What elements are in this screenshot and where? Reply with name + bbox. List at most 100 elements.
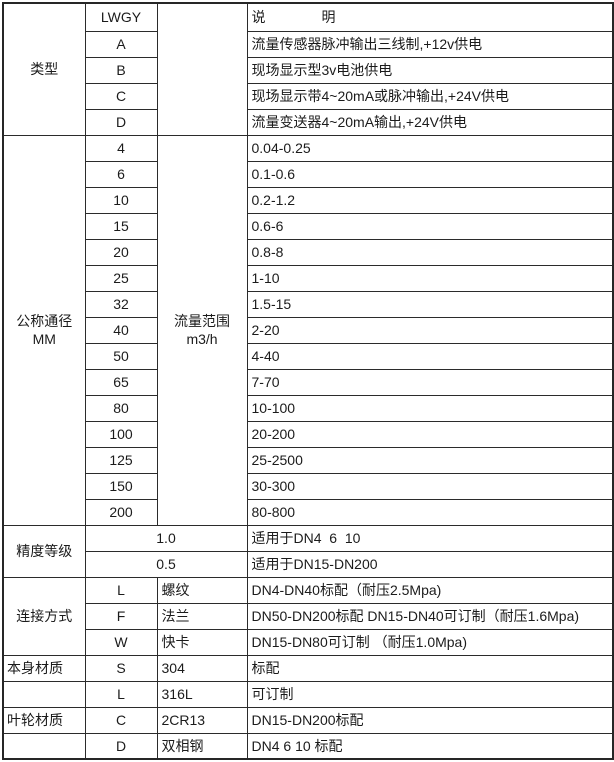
empty-cell (2, 680, 86, 708)
range-cell: 0.04-0.25 (246, 134, 614, 162)
accuracy-desc-cell: 适用于DN15-DN200 (246, 550, 614, 578)
connection-name-cell: 快卡 (156, 628, 248, 656)
table-row: F 法兰 DN50-DN200标配 DN15-DN40可订制（耐压1.6Mpa) (3, 602, 614, 630)
table-row: D 双相钢 DN4 6 10 标配 (2, 732, 614, 760)
table-row: 10 0.2-1.2 (3, 186, 614, 214)
range-cell: 20-200 (246, 420, 614, 448)
range-cell: 0.8-8 (246, 238, 614, 266)
flow-range-header: 流量范围 m3/h (156, 134, 248, 526)
size-cell: 6 (84, 160, 158, 188)
table-row: C 现场显示带4~20mA或脉冲输出,+24V供电 (3, 82, 614, 110)
table-row: 叶轮材质 C 2CR13 DN15-DN200标配 (2, 706, 614, 734)
type-code-cell: D (84, 108, 158, 136)
impeller-material-name-cell: 双相钢 (156, 732, 248, 760)
range-cell: 30-300 (246, 472, 614, 500)
table-row: W 快卡 DN15-DN80可订制 （耐压1.0Mpa) (3, 628, 614, 656)
table-row: 100 20-200 (3, 420, 614, 448)
type-desc-cell: 现场显示带4~20mA或脉冲输出,+24V供电 (246, 82, 614, 110)
impeller-material-code-cell: D (84, 732, 158, 760)
size-cell: 125 (84, 446, 158, 474)
type-code-cell: C (84, 82, 158, 110)
connection-code-cell: W (84, 628, 158, 656)
size-cell: 15 (84, 212, 158, 240)
type-code-cell: B (84, 56, 158, 84)
size-cell: 65 (84, 368, 158, 396)
table-row: 6 0.1-0.6 (3, 160, 614, 188)
table-row: 40 2-20 (3, 316, 614, 344)
type-desc-cell: 流量变送器4~20mA输出,+24V供电 (246, 108, 614, 136)
table-row: D 流量变送器4~20mA输出,+24V供电 (3, 108, 614, 136)
empty-cell (2, 732, 86, 760)
range-cell: 0.1-0.6 (246, 160, 614, 188)
table-row: 125 25-2500 (3, 446, 614, 474)
range-cell: 10-100 (246, 394, 614, 422)
size-cell: 32 (84, 290, 158, 318)
range-cell: 7-70 (246, 368, 614, 396)
table-row: 25 1-10 (3, 264, 614, 292)
connection-desc-cell: DN4-DN40标配（耐压2.5Mpa) (246, 576, 614, 604)
accuracy-value-cell: 1.0 (84, 524, 248, 552)
connection-desc-cell: DN15-DN80可订制 （耐压1.0Mpa) (246, 628, 614, 656)
body-material-code-cell: L (84, 680, 158, 708)
size-cell: 40 (84, 316, 158, 344)
range-cell: 2-20 (246, 316, 614, 344)
description-header: 说 明 (246, 2, 614, 32)
table-row: 15 0.6-6 (3, 212, 614, 240)
table-row: 65 7-70 (3, 368, 614, 396)
table-row: 200 80-800 (3, 498, 614, 526)
type-desc-cell: 现场显示型3v电池供电 (246, 56, 614, 84)
range-cell: 1.5-15 (246, 290, 614, 318)
size-cell: 50 (84, 342, 158, 370)
body-material-code-cell: S (84, 654, 158, 682)
impeller-material-desc-cell: DN15-DN200标配 (246, 706, 614, 734)
size-cell: 25 (84, 264, 158, 292)
size-cell: 100 (84, 420, 158, 448)
range-cell: 4-40 (246, 342, 614, 370)
size-cell: 4 (84, 134, 158, 162)
table-row: 本身材质 S 304 标配 (2, 654, 614, 682)
type-desc-cell: 流量传感器脉冲输出三线制,+12v供电 (246, 30, 614, 58)
impeller-material-desc-cell: DN4 6 10 标配 (246, 732, 614, 760)
model-code-header: LWGY (84, 2, 158, 32)
range-cell: 0.6-6 (246, 212, 614, 240)
body-material-desc-cell: 标配 (246, 654, 614, 682)
accuracy-section-label: 精度等级 (2, 524, 86, 578)
body-material-desc-cell: 可订制 (246, 680, 614, 708)
connection-desc-cell: DN50-DN200标配 DN15-DN40可订制（耐压1.6Mpa) (246, 602, 614, 630)
table-row: 50 4-40 (3, 342, 614, 370)
table-row: 精度等级 1.0 适用于DN4 6 10 (2, 524, 614, 578)
body-material-section-label: 本身材质 (2, 654, 86, 682)
spacer-cell (156, 2, 248, 136)
table-row: 0.5 适用于DN15-DN200 (3, 550, 614, 578)
table-row: 20 0.8-8 (3, 238, 614, 266)
connection-name-cell: 螺纹 (156, 576, 248, 604)
table-row: B 现场显示型3v电池供电 (3, 56, 614, 84)
table-row: 公称通径 MM 4 流量范围 m3/h 0.04-0.25 (2, 134, 614, 526)
range-cell: 0.2-1.2 (246, 186, 614, 214)
connection-name-cell: 法兰 (156, 602, 248, 630)
table-row: A 流量传感器脉冲输出三线制,+12v供电 (3, 30, 614, 58)
impeller-material-section-label: 叶轮材质 (2, 706, 86, 734)
body-material-name-cell: 304 (156, 654, 248, 682)
size-cell: 80 (84, 394, 158, 422)
accuracy-value-cell: 0.5 (84, 550, 248, 578)
impeller-material-name-cell: 2CR13 (156, 706, 248, 734)
connection-code-cell: F (84, 602, 158, 630)
table-row: 150 30-300 (3, 472, 614, 500)
connection-section-label: 连接方式 (2, 576, 86, 656)
type-section-label: 类型 (2, 2, 86, 136)
connection-code-cell: L (84, 576, 158, 604)
table-row: L 316L 可订制 (2, 680, 614, 708)
range-cell: 25-2500 (246, 446, 614, 474)
range-cell: 1-10 (246, 264, 614, 292)
table-row: 类型 LWGY 说 明 (2, 2, 614, 136)
type-code-cell: A (84, 30, 158, 58)
size-cell: 200 (84, 498, 158, 526)
table-row: 80 10-100 (3, 394, 614, 422)
table-row: 32 1.5-15 (3, 290, 614, 318)
range-cell: 80-800 (246, 498, 614, 526)
size-cell: 150 (84, 472, 158, 500)
diameter-section-label: 公称通径 MM (2, 134, 86, 526)
table-row: 连接方式 L 螺纹 DN4-DN40标配（耐压2.5Mpa) (2, 576, 614, 656)
